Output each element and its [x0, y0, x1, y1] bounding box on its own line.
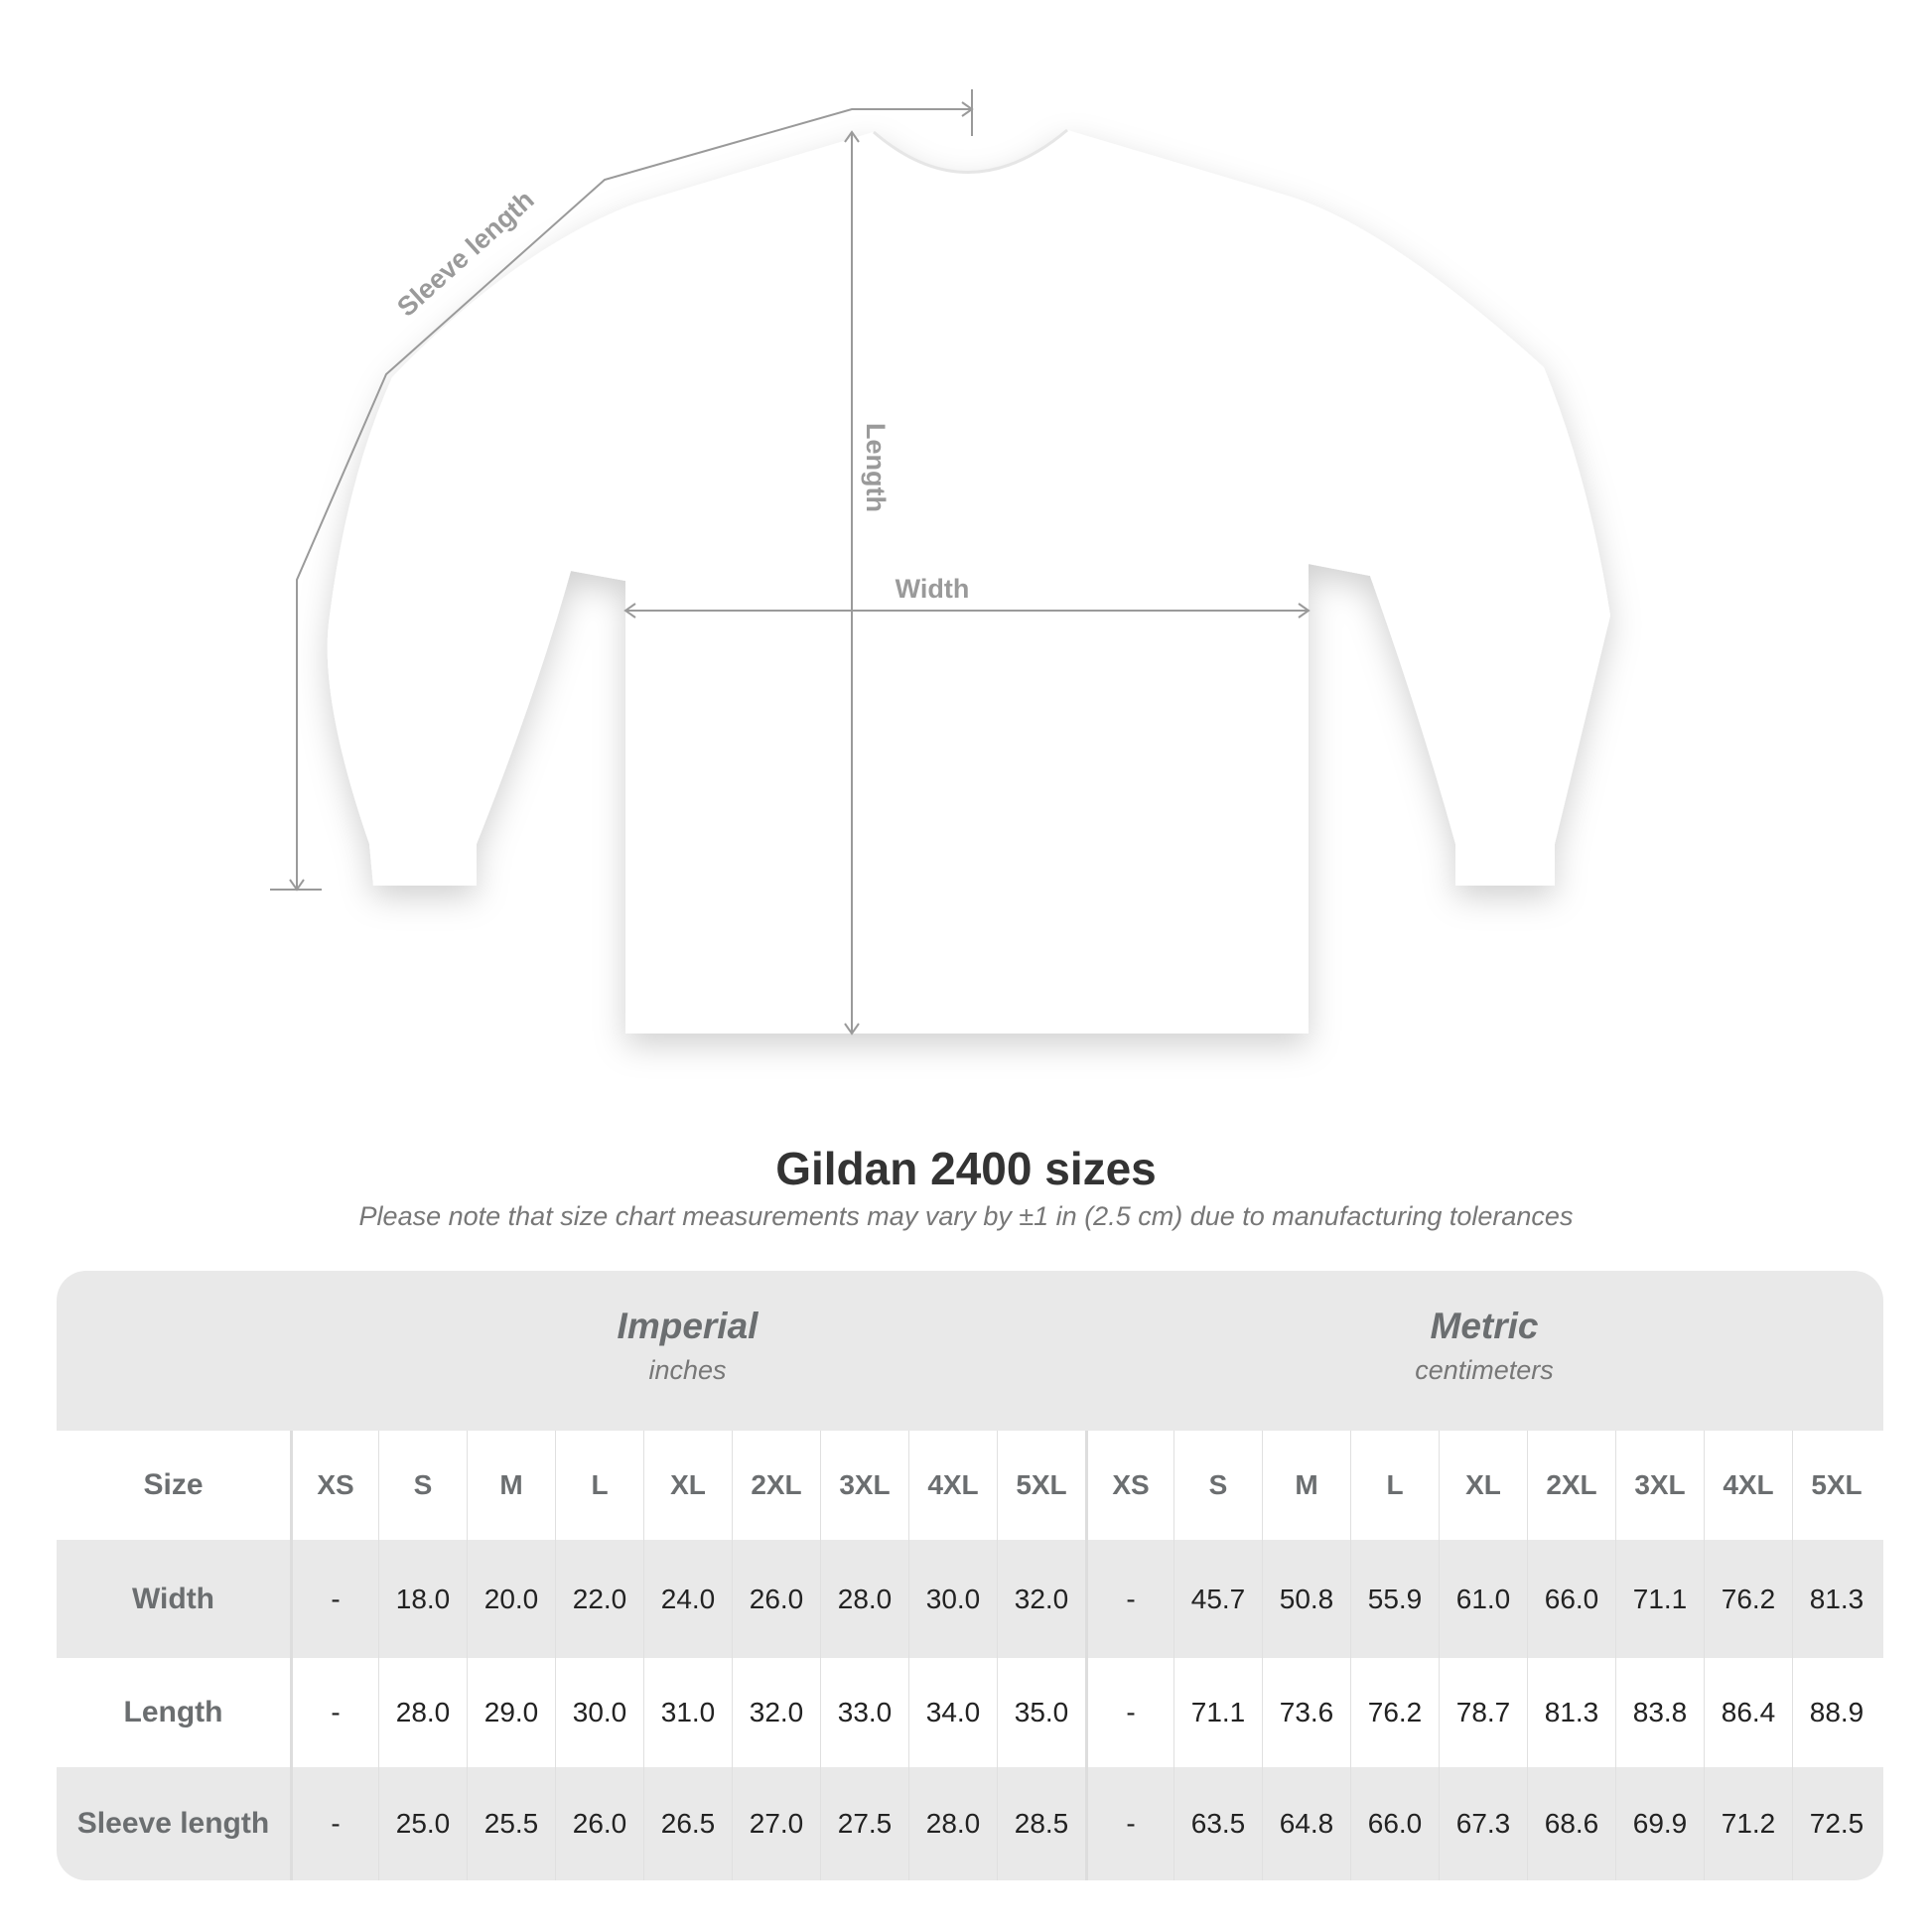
value-cell: 28.5 — [997, 1767, 1085, 1880]
value-cell: 20.0 — [467, 1540, 555, 1658]
size-imperial-5xl: 5XL — [997, 1431, 1085, 1540]
value-cell: - — [290, 1767, 378, 1880]
value-cell: 22.0 — [555, 1540, 643, 1658]
value-cell: 26.5 — [643, 1767, 732, 1880]
table-row: Width -18.0 20.0 22.0 24.0 26.0 28.0 30.0 32.0-4… — [57, 1540, 1883, 1658]
value-cell: 28.0 — [378, 1658, 467, 1767]
value-cell: 66.0 — [1350, 1767, 1439, 1880]
value-cell: 18.0 — [378, 1540, 467, 1658]
value-cell: 32.0 — [732, 1658, 820, 1767]
value-cell: 29.0 — [467, 1658, 555, 1767]
value-cell: 28.0 — [820, 1540, 908, 1658]
size-header-label: Size — [143, 1468, 204, 1501]
size-metric-xl: XL — [1439, 1431, 1527, 1540]
size-imperial-m: M — [467, 1431, 555, 1540]
value-cell: - — [1085, 1658, 1173, 1767]
imperial-title: Imperial — [617, 1306, 759, 1346]
value-cell: 72.5 — [1792, 1767, 1880, 1880]
size-metric-5xl: 5XL — [1792, 1431, 1880, 1540]
value-cell: 78.7 — [1439, 1658, 1527, 1767]
value-cell: 26.0 — [732, 1540, 820, 1658]
value-cell: 63.5 — [1173, 1767, 1262, 1880]
table-row: Sleeve length -25.0 25.5 26.0 26.5 27.0 27.5 28… — [57, 1767, 1883, 1880]
value-cell: 76.2 — [1704, 1540, 1792, 1658]
value-cell: 88.9 — [1792, 1658, 1880, 1767]
value-cell: 30.0 — [555, 1658, 643, 1767]
value-cell: 30.0 — [908, 1540, 997, 1658]
size-imperial-l: L — [555, 1431, 643, 1540]
row-label: Sleeve length — [76, 1807, 270, 1840]
value-cell: 81.3 — [1527, 1658, 1615, 1767]
measure-lines — [270, 89, 1311, 1035]
value-cell: 71.1 — [1615, 1540, 1704, 1658]
value-cell: 64.8 — [1262, 1767, 1350, 1880]
imperial-unit: inches — [648, 1355, 727, 1385]
value-cell: 61.0 — [1439, 1540, 1527, 1658]
length-label: Length — [861, 423, 891, 512]
size-metric-2xl: 2XL — [1527, 1431, 1615, 1540]
size-metric-l: L — [1350, 1431, 1439, 1540]
size-table: Imperial inches Metric centimeters Size X… — [57, 1271, 1883, 1880]
value-cell: 35.0 — [997, 1658, 1085, 1767]
value-cell: 76.2 — [1350, 1658, 1439, 1767]
imperial-header: Imperial inches — [290, 1271, 1085, 1430]
value-cell: 67.3 — [1439, 1767, 1527, 1880]
value-cell: - — [290, 1540, 378, 1658]
shirt-diagram: Sleeve length Length Width — [270, 89, 1610, 1035]
metric-header: Metric centimeters — [1085, 1271, 1883, 1430]
size-imperial-s: S — [378, 1431, 467, 1540]
value-cell: 71.2 — [1704, 1767, 1792, 1880]
width-label: Width — [896, 574, 970, 604]
long-sleeve-shirt — [327, 130, 1610, 1034]
value-cell: - — [1085, 1540, 1173, 1658]
size-imperial-xl: XL — [643, 1431, 732, 1540]
size-metric-m: M — [1262, 1431, 1350, 1540]
value-cell: 28.0 — [908, 1767, 997, 1880]
value-cell: 68.6 — [1527, 1767, 1615, 1880]
value-cell: 66.0 — [1527, 1540, 1615, 1658]
value-cell: 31.0 — [643, 1658, 732, 1767]
value-cell: - — [1085, 1767, 1173, 1880]
row-label: Width — [131, 1582, 215, 1615]
value-cell: 24.0 — [643, 1540, 732, 1658]
value-cell: 34.0 — [908, 1658, 997, 1767]
size-imperial-4xl: 4XL — [908, 1431, 997, 1540]
value-cell: 83.8 — [1615, 1658, 1704, 1767]
size-imperial-2xl: 2XL — [732, 1431, 820, 1540]
size-metric-3xl: 3XL — [1615, 1431, 1704, 1540]
value-cell: 32.0 — [997, 1540, 1085, 1658]
value-cell: 25.5 — [467, 1767, 555, 1880]
metric-unit: centimeters — [1415, 1355, 1554, 1385]
value-cell: 55.9 — [1350, 1540, 1439, 1658]
size-metric-4xl: 4XL — [1704, 1431, 1792, 1540]
value-cell: 27.5 — [820, 1767, 908, 1880]
value-cell: 86.4 — [1704, 1658, 1792, 1767]
value-cell: - — [290, 1658, 378, 1767]
size-row: Size XS S M L XL 2XL 3XL 4XL 5XL XS S M L XL 2XL 3XL 4XL 5… — [57, 1431, 1883, 1540]
value-cell: 73.6 — [1262, 1658, 1350, 1767]
value-cell: 69.9 — [1615, 1767, 1704, 1880]
value-cell: 45.7 — [1173, 1540, 1262, 1658]
value-cell: 27.0 — [732, 1767, 820, 1880]
size-metric-s: S — [1173, 1431, 1262, 1540]
size-imperial-3xl: 3XL — [820, 1431, 908, 1540]
table-row: Length -28.0 29.0 30.0 31.0 32.0 33.0 34.0 35.0-… — [57, 1658, 1883, 1767]
row-label: Length — [123, 1696, 223, 1728]
value-cell: 25.0 — [378, 1767, 467, 1880]
page-title: Gildan 2400 sizes — [775, 1143, 1157, 1194]
value-cell: 33.0 — [820, 1658, 908, 1767]
metric-title: Metric — [1430, 1306, 1539, 1346]
size-imperial-xs: XS — [290, 1431, 378, 1540]
tolerance-note: Please note that size chart measurements… — [358, 1201, 1574, 1231]
value-cell: 81.3 — [1792, 1540, 1880, 1658]
sleeve-measure-line — [296, 108, 972, 890]
value-cell: 71.1 — [1173, 1658, 1262, 1767]
value-cell: 50.8 — [1262, 1540, 1350, 1658]
size-metric-xs: XS — [1085, 1431, 1173, 1540]
value-cell: 26.0 — [555, 1767, 643, 1880]
